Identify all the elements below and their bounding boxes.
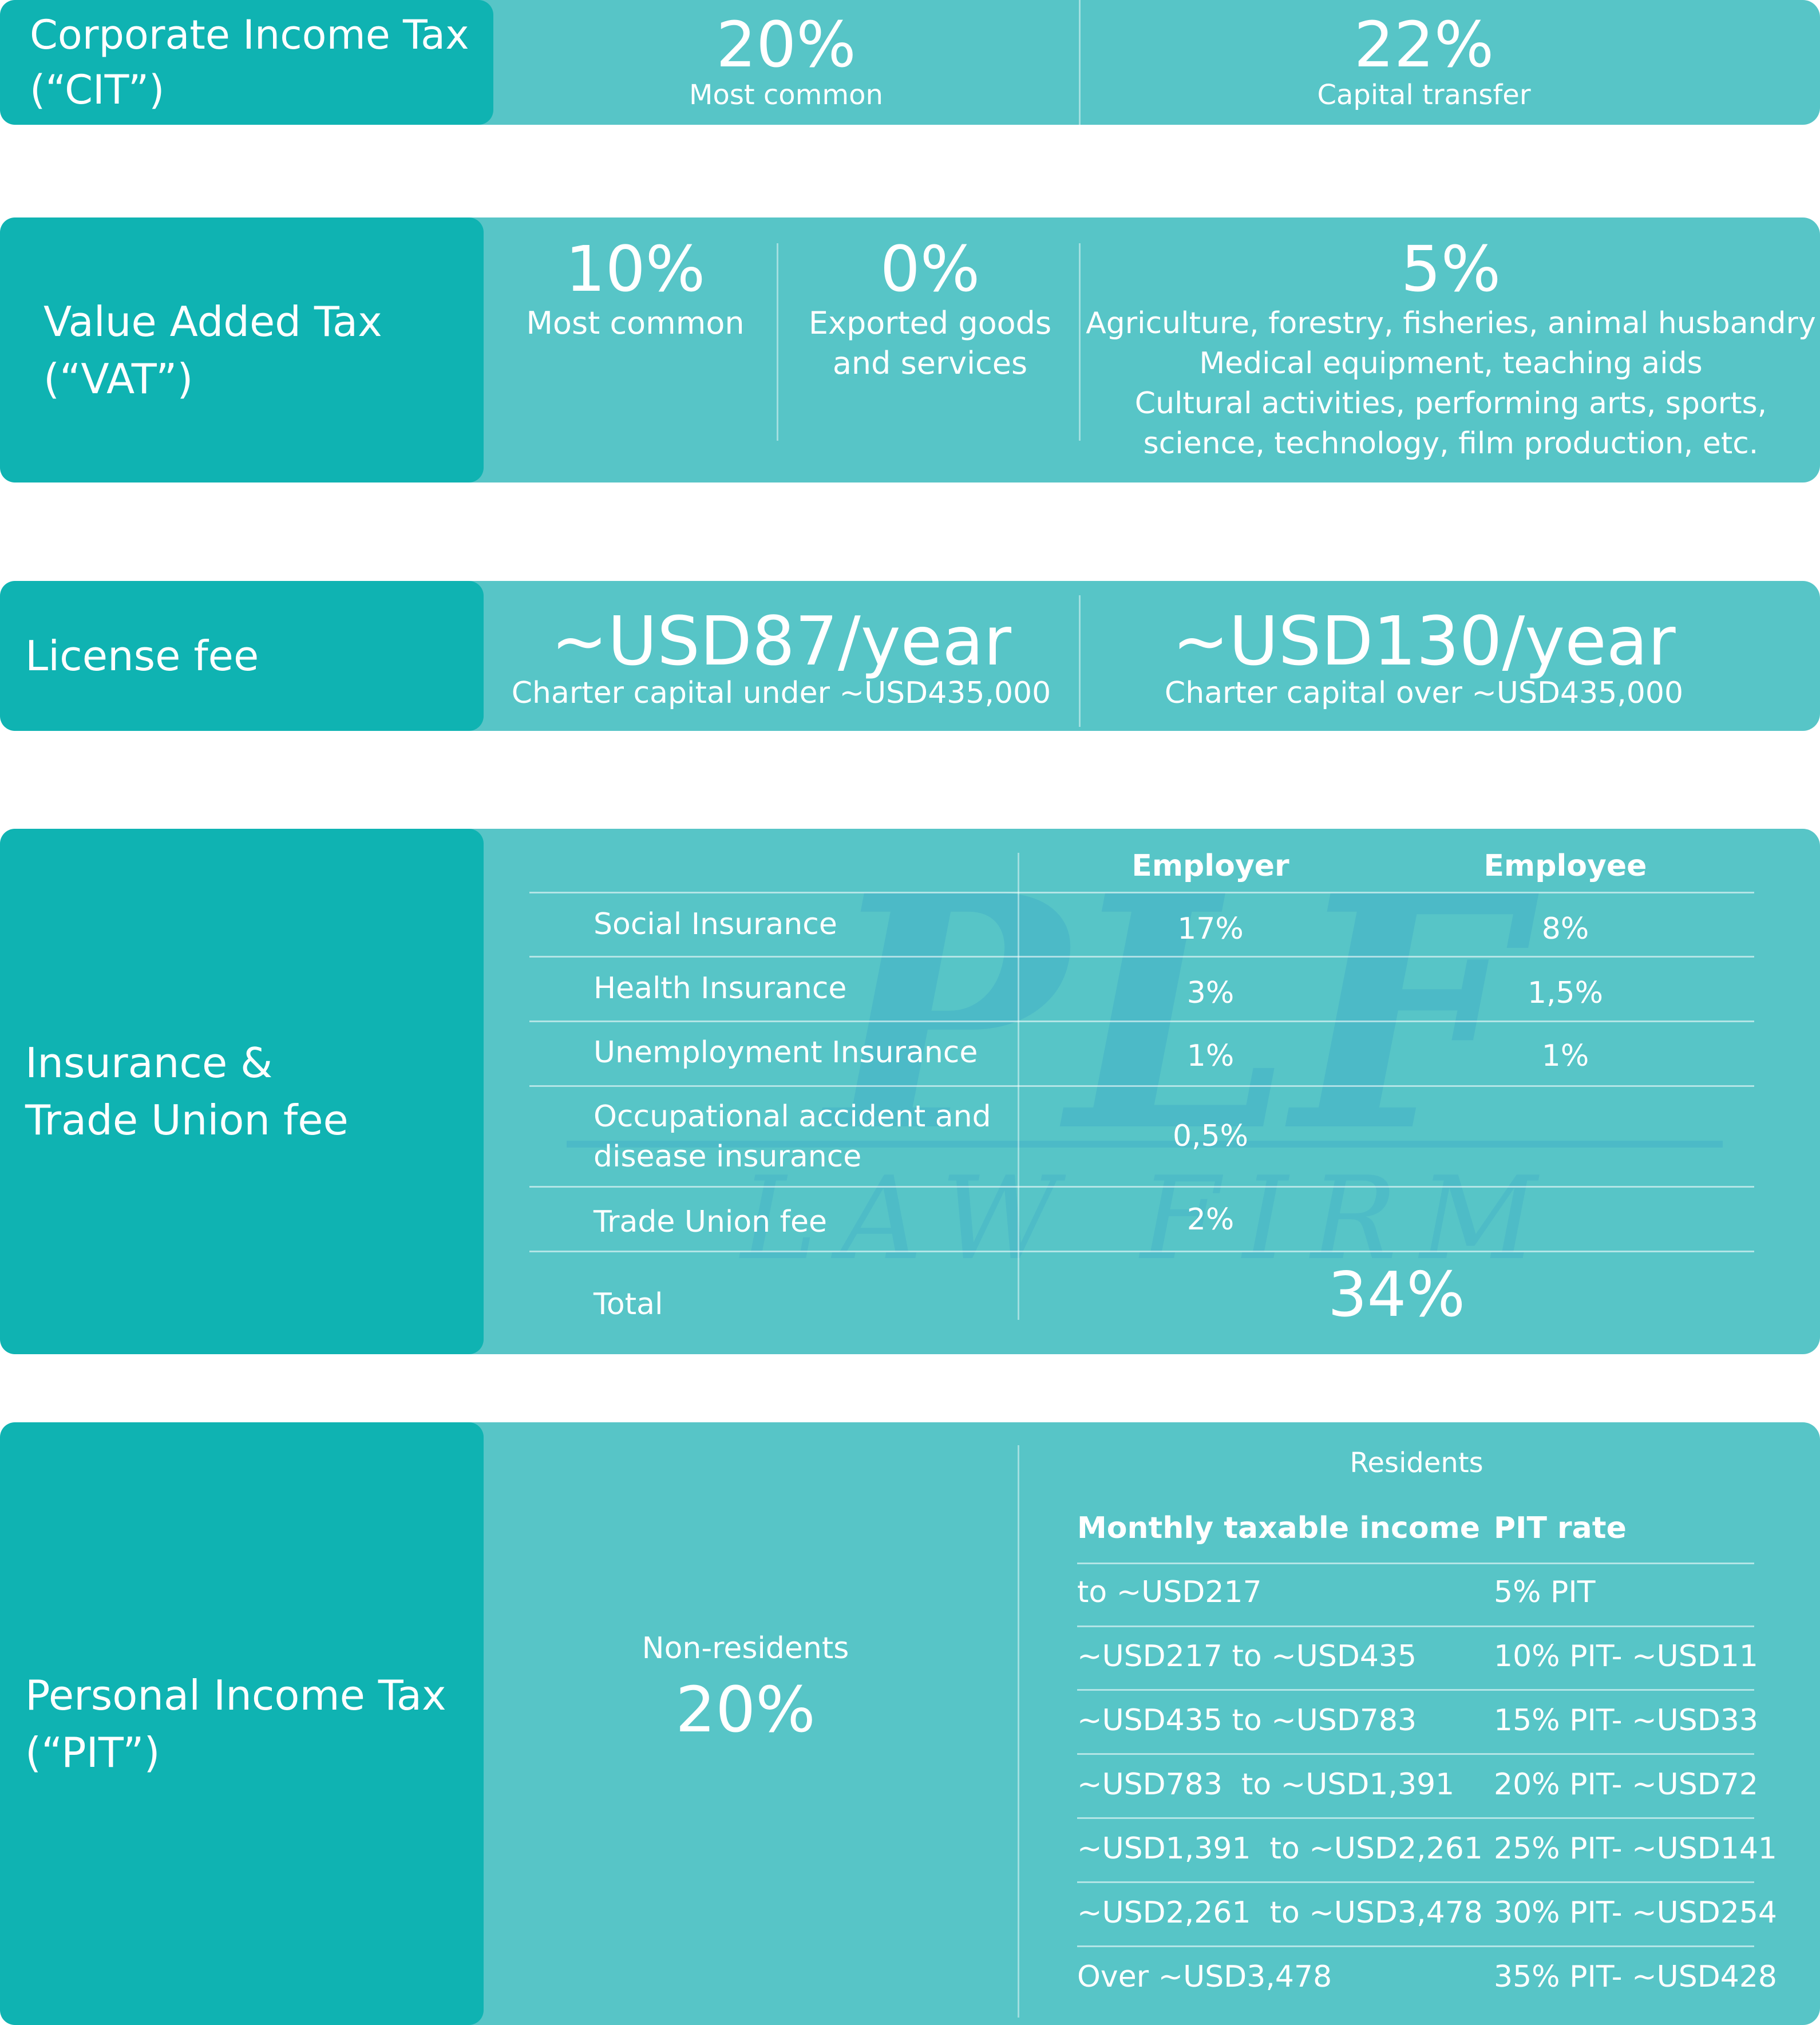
cit-label: Most common — [689, 79, 883, 111]
pit-row-income: Over ~USD3,478 — [1077, 1960, 1332, 1994]
pit-divider — [1077, 1753, 1754, 1755]
pit-col-divider — [1018, 1445, 1019, 2018]
pit-row-rate: 5% PIT — [1494, 1575, 1596, 1609]
vat-value: 5% — [1400, 232, 1501, 306]
cit-value: 20% — [716, 8, 856, 81]
pit-row-income: to ~USD217 — [1077, 1575, 1262, 1609]
vat-value: 0% — [880, 232, 980, 306]
insurance-row-name: Social Insurance — [594, 907, 837, 942]
insurance-divider — [529, 1251, 1754, 1252]
pit-row-rate: 15% PIT- ~USD33 — [1494, 1703, 1758, 1738]
license-label: Charter capital over ~USD435,000 — [1164, 676, 1684, 710]
insurance-row-employer: 3% — [1186, 976, 1235, 1010]
license-divider — [1079, 595, 1081, 727]
license-title: License fee — [25, 632, 259, 680]
vat-section: Value Added Tax (“VAT”) 10% Most common … — [0, 217, 1820, 482]
vat-label: Exported goods and services — [808, 305, 1052, 381]
insurance-total-value: 34% — [1327, 1259, 1466, 1331]
vat-title: Value Added Tax (“VAT”) — [43, 297, 382, 403]
pit-nonresidents-value: 20% — [675, 1673, 816, 1746]
pit-row-income: ~USD2,261 to ~USD3,478 — [1077, 1896, 1483, 1930]
pit-nonresidents-label: Non-residents — [642, 1631, 849, 1666]
insurance-divider — [529, 892, 1754, 893]
insurance-total-label: Total — [594, 1287, 663, 1322]
pit-row-rate: 10% PIT- ~USD11 — [1494, 1639, 1758, 1674]
license-value: ~USD87/year — [551, 602, 1012, 681]
insurance-divider — [529, 956, 1754, 958]
pit-tab: Personal Income Tax (“PIT”) — [0, 1422, 484, 2025]
insurance-tab: Insurance & Trade Union fee — [0, 829, 484, 1354]
vat-item-reduced: 5% Agriculture, forestry, fisheries, ani… — [1082, 235, 1820, 464]
insurance-row-employee: 8% — [1541, 912, 1589, 946]
insurance-row-employer: 1% — [1186, 1039, 1235, 1073]
cit-item-capital-transfer: 22% Capital transfer — [1081, 10, 1767, 111]
license-tab: License fee — [0, 581, 484, 731]
pit-row-rate: 25% PIT- ~USD141 — [1494, 1832, 1778, 1866]
insurance-section: Insurance & Trade Union fee PLF LAW FIRM… — [0, 829, 1820, 1354]
pit-section: Personal Income Tax (“PIT”) Non-resident… — [0, 1422, 1820, 2025]
cit-label: Capital transfer — [1317, 79, 1531, 111]
pit-divider — [1077, 1563, 1754, 1564]
vat-value: 10% — [565, 232, 706, 306]
pit-title: Personal Income Tax (“PIT”) — [25, 1671, 446, 1777]
pit-nonresidents: Non-residents 20% — [484, 1628, 1007, 1744]
insurance-row-employer: 17% — [1177, 912, 1244, 946]
pit-row-rate: 35% PIT- ~USD428 — [1494, 1960, 1778, 1994]
insurance-row-employee: 1,5% — [1527, 976, 1604, 1010]
vat-item-exported: 0% Exported goods and services — [781, 235, 1079, 383]
cit-divider — [1079, 0, 1081, 125]
pit-divider — [1077, 1881, 1754, 1883]
pit-header-rate: PIT rate — [1494, 1511, 1627, 1545]
pit-row-rate: 20% PIT- ~USD72 — [1494, 1767, 1758, 1802]
cit-title: Corporate Income Tax (“CIT”) — [30, 11, 469, 113]
pit-divider — [1077, 1817, 1754, 1819]
cit-tab: Corporate Income Tax (“CIT”) — [0, 0, 493, 125]
insurance-row-employer: 2% — [1186, 1203, 1235, 1237]
insurance-header-employer: Employer — [1131, 849, 1289, 883]
cit-item-most-common: 20% Most common — [493, 10, 1079, 111]
insurance-divider — [529, 1021, 1754, 1022]
vat-divider-2 — [1079, 243, 1081, 441]
vat-label: Most common — [526, 305, 745, 341]
vat-item-most-common: 10% Most common — [504, 235, 767, 343]
pit-row-rate: 30% PIT- ~USD254 — [1494, 1896, 1778, 1930]
pit-residents-label: Residents — [1350, 1447, 1483, 1479]
license-item-over: ~USD130/year Charter capital over ~USD43… — [1081, 604, 1767, 708]
vat-label: Agriculture, forestry, fisheries, animal… — [1086, 306, 1816, 461]
insurance-header-employee: Employee — [1483, 849, 1647, 883]
insurance-row-name: Health Insurance — [594, 971, 847, 1006]
license-value: ~USD130/year — [1172, 602, 1676, 681]
insurance-row-name: Unemployment Insurance — [594, 1035, 978, 1070]
license-label: Charter capital under ~USD435,000 — [511, 676, 1051, 710]
insurance-divider — [529, 1186, 1754, 1188]
insurance-row-name: Trade Union fee — [594, 1205, 827, 1239]
pit-row-income: ~USD783 to ~USD1,391 — [1077, 1767, 1455, 1802]
insurance-row-employer: 0,5% — [1172, 1119, 1249, 1153]
insurance-title: Insurance & Trade Union fee — [25, 1039, 349, 1144]
pit-divider — [1077, 1625, 1754, 1627]
cit-value: 22% — [1354, 8, 1494, 81]
vat-tab: Value Added Tax (“VAT”) — [0, 217, 484, 482]
pit-divider — [1077, 1689, 1754, 1691]
pit-row-income: ~USD435 to ~USD783 — [1077, 1703, 1417, 1738]
vat-divider-1 — [777, 243, 778, 441]
cit-section: Corporate Income Tax (“CIT”) 20% Most co… — [0, 0, 1820, 125]
pit-header-income: Monthly taxable income — [1077, 1511, 1481, 1545]
pit-row-income: ~USD1,391 to ~USD2,261 — [1077, 1832, 1483, 1866]
pit-row-income: ~USD217 to ~USD435 — [1077, 1639, 1417, 1674]
insurance-row-employee: 1% — [1541, 1039, 1589, 1073]
license-section: License fee ~USD87/year Charter capital … — [0, 581, 1820, 731]
insurance-divider — [529, 1085, 1754, 1087]
license-item-under: ~USD87/year Charter capital under ~USD43… — [484, 604, 1079, 708]
insurance-row-name: Occupational accident and disease insura… — [594, 1099, 991, 1174]
pit-divider — [1077, 1945, 1754, 1947]
